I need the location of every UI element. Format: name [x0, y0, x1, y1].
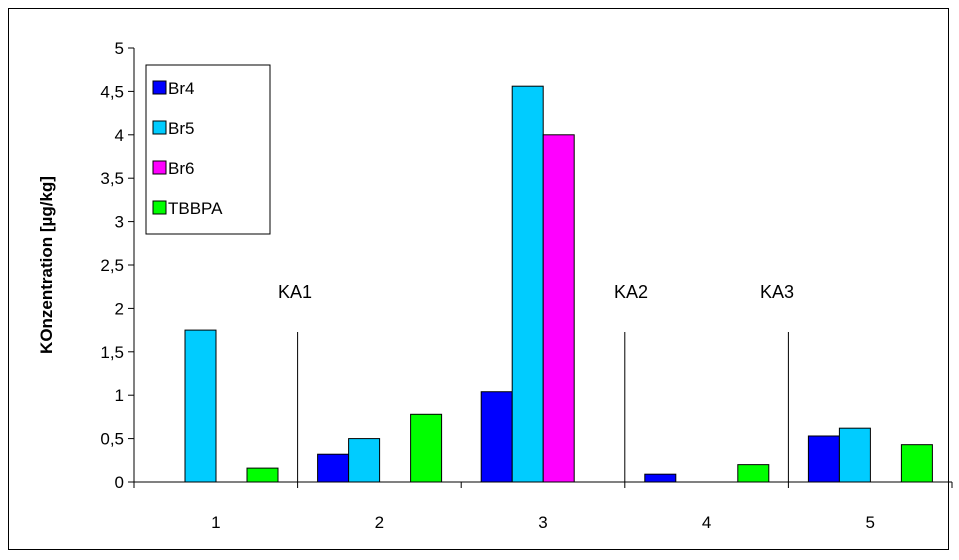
- bar-br5-2: [348, 438, 381, 483]
- x-tick-label: 4: [702, 513, 711, 532]
- y-tick-label: 2,5: [100, 256, 124, 275]
- annotation-ka2: KA2: [614, 282, 648, 302]
- bar-tbbpa-2: [410, 413, 443, 483]
- bar-tbbpa-5: [900, 444, 933, 483]
- bar-tbbpa-4: [737, 464, 770, 483]
- x-tick-label: 5: [865, 513, 874, 532]
- bar-br6-3: [542, 134, 575, 483]
- annotation-ka3: KA3: [760, 282, 794, 302]
- y-tick-label: 3: [115, 213, 124, 232]
- legend-label-tbbpa: TBBPA: [168, 199, 223, 218]
- y-tick-label: 0: [115, 473, 124, 492]
- legend-swatch-tbbpa: [152, 200, 167, 215]
- bar-br5-3: [511, 85, 544, 483]
- bar-br4-2: [317, 453, 350, 483]
- x-ticks-group: 1 2 3 4 5: [133, 482, 953, 532]
- bar-tbbpa-1: [246, 467, 279, 483]
- y-tick-label: 1,5: [100, 343, 124, 362]
- legend-label-br5: Br5: [168, 119, 194, 138]
- x-tick-label: 2: [375, 513, 384, 532]
- y-axis-label: KOnzentration [µg/kg]: [37, 176, 56, 354]
- legend-swatch-br6: [152, 160, 167, 175]
- y-tick-label: 0,5: [100, 430, 124, 449]
- legend-label-br4: Br4: [168, 79, 194, 98]
- y-tick-label: 4,5: [100, 82, 124, 101]
- separators-group: [297, 332, 789, 482]
- x-tick-label: 3: [538, 513, 547, 532]
- y-tick-label: 3,5: [100, 169, 124, 188]
- y-ticks-group: 0 0,5 1 1,5 2 2,5 3 3,5 4 4,5 5: [100, 39, 134, 492]
- legend-swatch-br4: [152, 80, 167, 95]
- bar-br5-5: [838, 427, 871, 483]
- bar-br4-3: [480, 391, 513, 483]
- legend-box: [145, 64, 271, 235]
- legend-swatch-br5: [152, 120, 167, 135]
- y-tick-label: 4: [115, 126, 124, 145]
- bar-br4-5: [807, 435, 840, 483]
- annotation-ka1: KA1: [278, 282, 312, 302]
- legend: Br4 Br5 Br6 TBBPA: [145, 64, 271, 235]
- y-tick-label: 1: [115, 386, 124, 405]
- bar-br5-1: [184, 329, 217, 483]
- legend-label-br6: Br6: [168, 159, 194, 178]
- y-tick-label: 5: [115, 39, 124, 58]
- y-tick-label: 2: [115, 299, 124, 318]
- x-tick-label: 1: [211, 513, 220, 532]
- bar-br4-4: [644, 473, 677, 483]
- bars-group: [184, 85, 933, 483]
